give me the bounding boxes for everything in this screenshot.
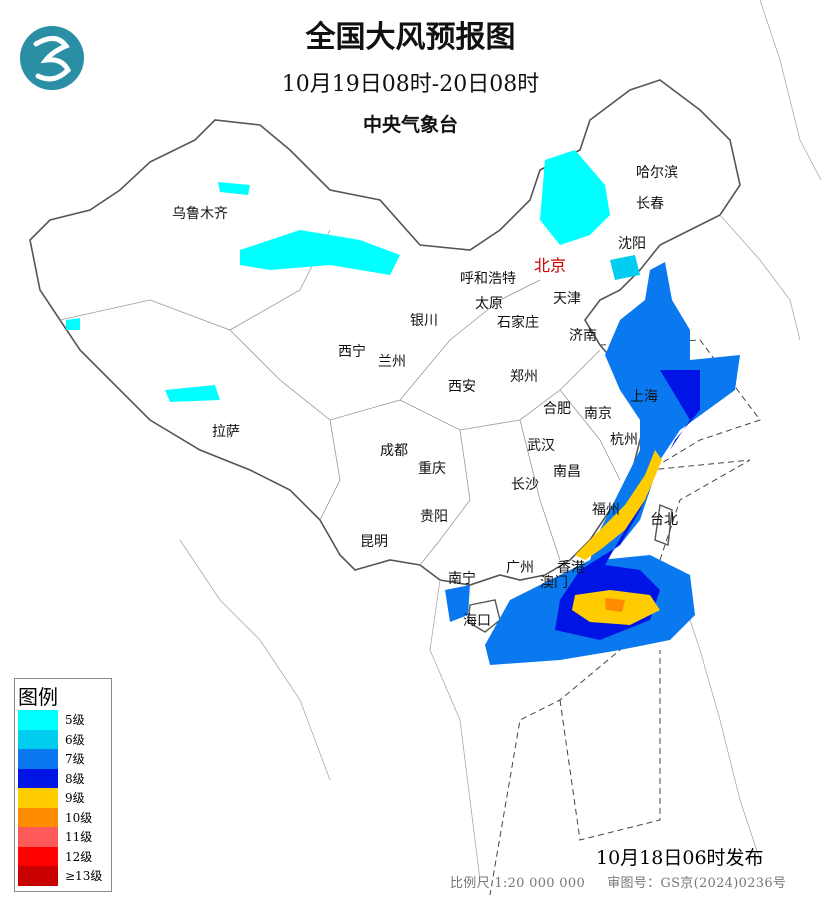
- city-label: 海口: [463, 613, 491, 629]
- legend-swatch: [18, 807, 58, 827]
- city-label: 北京: [534, 256, 567, 275]
- neighbor-coastlines: [179, 0, 821, 881]
- city-label: 重庆: [418, 461, 446, 477]
- city-label: 台北: [650, 512, 678, 528]
- wind-level-5-area: [218, 182, 250, 195]
- city-label: 乌鲁木齐: [172, 206, 228, 222]
- map-scale: 比例尺 1:20 000 000: [450, 876, 586, 891]
- city-label: 沈阳: [618, 236, 646, 252]
- legend-label: 11级: [65, 830, 93, 845]
- sea-boundaries: [489, 339, 761, 896]
- city-label: 西宁: [338, 344, 366, 360]
- city-label: 太原: [475, 296, 503, 312]
- city-label: 银川: [410, 313, 438, 329]
- legend-item: 5级: [15, 710, 111, 730]
- legend-label: ≥13级: [65, 869, 103, 884]
- legend: 图例 5级 6级 7级 8级 9级 10级 11级 12级 ≥13级: [14, 678, 112, 892]
- legend-item: 8级: [15, 768, 111, 788]
- legend-label: 7级: [65, 752, 85, 767]
- legend-label: 10级: [65, 810, 93, 825]
- legend-label: 9级: [65, 791, 85, 806]
- legend-swatch: [18, 710, 58, 730]
- map-footer: 比例尺 1:20 000 000 审图号：GS京(2024)0236号: [450, 872, 786, 891]
- wind-level-5-area: [240, 230, 400, 275]
- city-label: 合肥: [543, 401, 571, 417]
- legend-swatch: [18, 866, 58, 886]
- legend-label: 5级: [65, 713, 85, 728]
- legend-item: ≥13级: [15, 866, 111, 886]
- wind-areas: [66, 150, 740, 665]
- city-label: 贵阳: [420, 509, 448, 525]
- legend-item: 6级: [15, 729, 111, 749]
- hainan-outline: [467, 599, 501, 633]
- wind-level-6-area: [610, 255, 640, 280]
- city-label: 澳门: [540, 575, 568, 591]
- city-label: 石家庄: [497, 315, 539, 331]
- wind-level-9-area: [575, 450, 662, 560]
- legend-item: 7级: [15, 749, 111, 769]
- legend-item: 10级: [15, 807, 111, 827]
- legend-label: 8级: [65, 771, 85, 786]
- map-title: 全国大风预报图: [305, 20, 516, 55]
- city-label: 南宁: [448, 571, 476, 587]
- city-label: 西安: [448, 379, 476, 395]
- city-label: 郑州: [510, 369, 538, 385]
- city-label: 昆明: [360, 534, 388, 550]
- city-label: 香港: [557, 560, 585, 576]
- wind-level-5-area: [66, 318, 80, 330]
- wind-level-8-area: [555, 370, 700, 640]
- taiwan-outline: [654, 504, 673, 546]
- legend-title: 图例: [18, 685, 58, 709]
- city-label: 广州: [506, 560, 534, 576]
- city-label: 哈尔滨: [636, 165, 678, 181]
- wind-level-7-area: [445, 585, 470, 622]
- city-label: 呼和浩特: [460, 271, 516, 287]
- legend-item: 11级: [15, 827, 111, 847]
- legend-swatch: [18, 788, 58, 808]
- city-label: 成都: [380, 443, 408, 459]
- approval-number: 审图号：GS京(2024)0236号: [607, 876, 787, 891]
- city-label: 长春: [636, 196, 664, 212]
- city-label: 杭州: [610, 432, 638, 448]
- wind-level-5-area: [540, 150, 610, 245]
- city-label: 南昌: [553, 464, 581, 480]
- legend-label: 6级: [65, 732, 85, 747]
- province-borders: [59, 229, 621, 566]
- city-label: 上海: [630, 389, 658, 405]
- city-label: 兰州: [378, 354, 406, 370]
- wind-level-10-area: [605, 598, 625, 612]
- city-label: 天津: [553, 291, 581, 307]
- legend-swatch: [18, 846, 58, 866]
- legend-item: 9级: [15, 788, 111, 808]
- cma-logo-icon: [20, 26, 84, 90]
- agency-name: 中央气象台: [362, 114, 458, 136]
- legend-item: 12级: [15, 846, 111, 866]
- city-label: 南京: [584, 406, 612, 422]
- wind-level-7-area: [485, 262, 740, 665]
- city-label: 长沙: [511, 477, 539, 493]
- city-label: 济南: [569, 328, 597, 344]
- city-label: 武汉: [527, 438, 555, 454]
- city-label: 拉萨: [212, 424, 240, 440]
- legend-swatch: [18, 768, 58, 788]
- legend-label: 12级: [65, 849, 93, 864]
- legend-swatch: [18, 827, 58, 847]
- legend-swatch: [18, 749, 58, 769]
- city-label: 福州: [592, 502, 620, 518]
- wind-level-5-area: [165, 385, 220, 402]
- forecast-period: 10月19日08时-20日08时: [281, 72, 540, 97]
- issue-time: 10月18日06时发布: [596, 847, 764, 869]
- legend-swatch: [18, 729, 58, 749]
